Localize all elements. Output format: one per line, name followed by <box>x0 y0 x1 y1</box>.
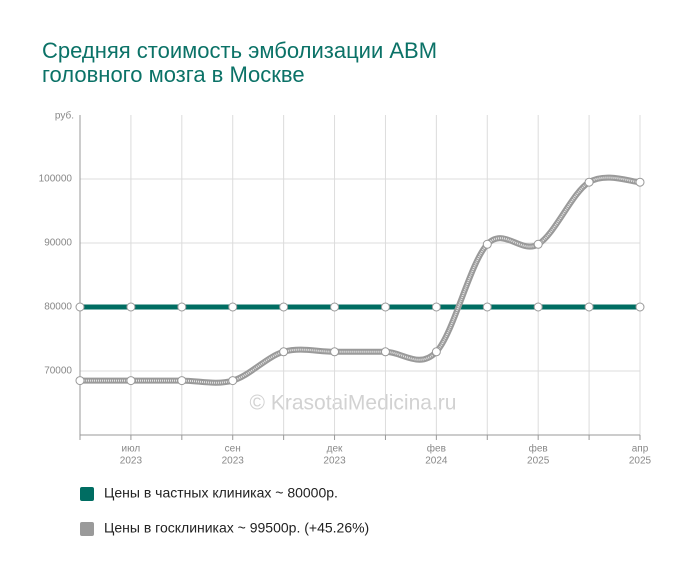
data-point <box>482 302 492 312</box>
x-tick-label: дек <box>327 444 343 455</box>
x-tick-label: сен <box>225 444 241 455</box>
y-tick-label: 80000 <box>44 302 72 313</box>
legend-swatch <box>80 487 94 501</box>
data-point <box>482 239 492 249</box>
data-point <box>75 302 85 312</box>
data-point <box>380 302 390 312</box>
x-tick-label-year: 2023 <box>120 456 143 467</box>
x-tick-label-year: 2025 <box>527 456 550 467</box>
data-point <box>126 376 136 386</box>
data-point <box>584 302 594 312</box>
data-point <box>228 302 238 312</box>
data-point <box>75 376 85 386</box>
data-point <box>330 347 340 357</box>
data-point <box>330 302 340 312</box>
watermark: © KrasotaiMedicina.ru <box>250 392 457 415</box>
data-point <box>279 347 289 357</box>
x-tick-label-year: 2025 <box>629 456 652 467</box>
legend-label: Цены в госклиниках ~ 99500р. (+45.26%) <box>104 520 369 536</box>
data-point <box>431 302 441 312</box>
data-point <box>635 302 645 312</box>
x-tick-label-year: 2023 <box>222 456 245 467</box>
data-point <box>584 177 594 187</box>
y-tick-label: 70000 <box>44 366 72 377</box>
x-tick-label-year: 2023 <box>323 456 346 467</box>
y-tick-label: 100000 <box>39 174 73 185</box>
legend-swatch <box>80 522 94 536</box>
data-point <box>533 239 543 249</box>
chart-title: Средняя стоимость эмболизации АВМ <box>42 38 437 63</box>
chart-title: головного мозга в Москве <box>42 62 305 87</box>
data-point <box>431 347 441 357</box>
data-point <box>126 302 136 312</box>
data-point <box>228 376 238 386</box>
x-tick-label: фев <box>427 443 446 455</box>
data-point <box>533 302 543 312</box>
x-tick-label: апр <box>632 444 649 455</box>
data-point <box>177 376 187 386</box>
data-point <box>380 347 390 357</box>
x-tick-label-year: 2024 <box>425 456 448 467</box>
y-tick-label: 90000 <box>44 238 72 249</box>
data-point <box>177 302 187 312</box>
x-tick-label: фев <box>529 443 548 455</box>
legend-label: Цены в частных клиниках ~ 80000р. <box>104 485 338 501</box>
data-point <box>635 177 645 187</box>
y-axis-label: руб. <box>55 110 74 122</box>
x-tick-label: июл <box>122 444 141 455</box>
series-line-inner <box>79 176 641 384</box>
data-point <box>279 302 289 312</box>
